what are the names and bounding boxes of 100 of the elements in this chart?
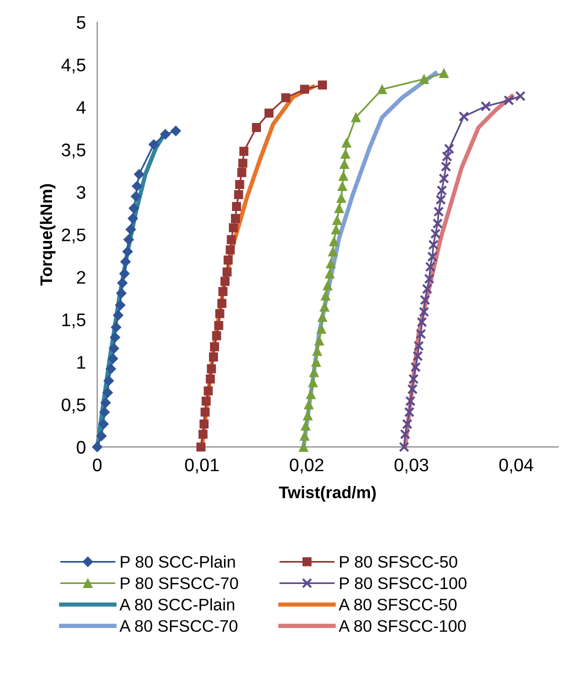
point <box>232 202 242 212</box>
point <box>281 93 290 102</box>
x-tick-label: 0,01 <box>185 458 219 474</box>
point <box>442 151 452 162</box>
point <box>408 374 419 384</box>
point <box>226 245 235 254</box>
point <box>123 234 134 245</box>
point <box>436 185 448 196</box>
y-tick-label: 0,5 <box>62 398 86 414</box>
point <box>228 223 238 232</box>
point <box>427 251 438 262</box>
point <box>337 181 348 192</box>
point <box>115 300 126 310</box>
point <box>398 442 410 452</box>
point <box>128 213 138 224</box>
y-axis-title: Torque(kNm) <box>40 184 56 286</box>
point <box>440 161 452 172</box>
point <box>300 84 310 94</box>
point <box>134 168 144 180</box>
point <box>309 367 319 378</box>
point <box>340 159 350 169</box>
point <box>198 430 208 439</box>
point <box>120 256 131 268</box>
legend-label: P 80 SFSCC-50 <box>340 556 458 568</box>
point <box>340 149 350 159</box>
point <box>110 332 120 343</box>
point <box>336 193 346 203</box>
point <box>428 240 439 250</box>
point <box>329 236 339 246</box>
y-tick-label: 3,5 <box>62 144 86 158</box>
point <box>318 312 328 322</box>
point <box>324 268 335 279</box>
point <box>112 310 124 321</box>
point <box>400 429 410 440</box>
point <box>99 406 110 418</box>
point <box>103 375 114 386</box>
point <box>515 90 526 102</box>
point <box>432 218 443 229</box>
point <box>108 353 118 364</box>
point <box>322 280 333 290</box>
y-tick-label: 2,5 <box>62 228 86 244</box>
point <box>377 84 387 94</box>
point <box>200 420 209 429</box>
y-tick-label: 4 <box>76 101 86 114</box>
point <box>351 112 361 122</box>
point <box>132 180 142 192</box>
y-tick-label: 1,5 <box>62 314 86 328</box>
point <box>212 331 222 340</box>
point <box>430 228 441 239</box>
point <box>160 129 171 140</box>
point <box>206 364 216 374</box>
point <box>148 139 160 150</box>
point <box>425 262 436 272</box>
y-tick-label: 4,5 <box>61 58 86 74</box>
point <box>338 171 348 181</box>
y-tick-label: 5 <box>76 16 86 29</box>
legend-label: P 80 SFSCC-70 <box>120 577 238 590</box>
x-tick-label: 0,03 <box>394 458 428 474</box>
point <box>342 138 352 148</box>
point <box>419 74 429 84</box>
point <box>420 294 430 306</box>
point <box>328 246 338 256</box>
point <box>204 386 213 396</box>
point <box>208 352 218 362</box>
legend-label: P 80 SFSCC-100 <box>340 577 466 590</box>
point <box>298 442 308 452</box>
legend-label: A 80 SFSCC-70 <box>120 620 238 632</box>
point <box>300 420 311 431</box>
point <box>92 442 102 452</box>
point <box>410 362 421 372</box>
point <box>130 191 142 202</box>
point <box>433 206 444 217</box>
y-tick-label: 2 <box>76 270 86 284</box>
point <box>416 328 426 340</box>
point <box>436 194 446 205</box>
point <box>312 346 322 356</box>
point <box>234 190 244 200</box>
point <box>239 146 248 156</box>
x-axis-title: Twist(rad/m) <box>278 486 376 502</box>
point <box>418 306 430 318</box>
point <box>326 258 336 268</box>
point <box>304 400 314 410</box>
point <box>320 302 330 312</box>
x-tick-label: 0,02 <box>290 458 324 474</box>
point <box>331 224 341 234</box>
y-tick-label: 1 <box>77 356 86 369</box>
point <box>416 316 428 328</box>
point <box>226 235 236 244</box>
point <box>220 276 230 286</box>
point <box>206 374 215 384</box>
point <box>102 387 113 398</box>
point <box>214 320 224 330</box>
point <box>224 256 233 265</box>
point <box>311 357 321 367</box>
point <box>332 215 342 225</box>
legend-label: A 80 SFSCC-100 <box>338 620 466 632</box>
point <box>106 364 116 374</box>
point <box>439 68 449 78</box>
point <box>444 144 454 154</box>
y-tick-label: 3 <box>76 186 86 199</box>
